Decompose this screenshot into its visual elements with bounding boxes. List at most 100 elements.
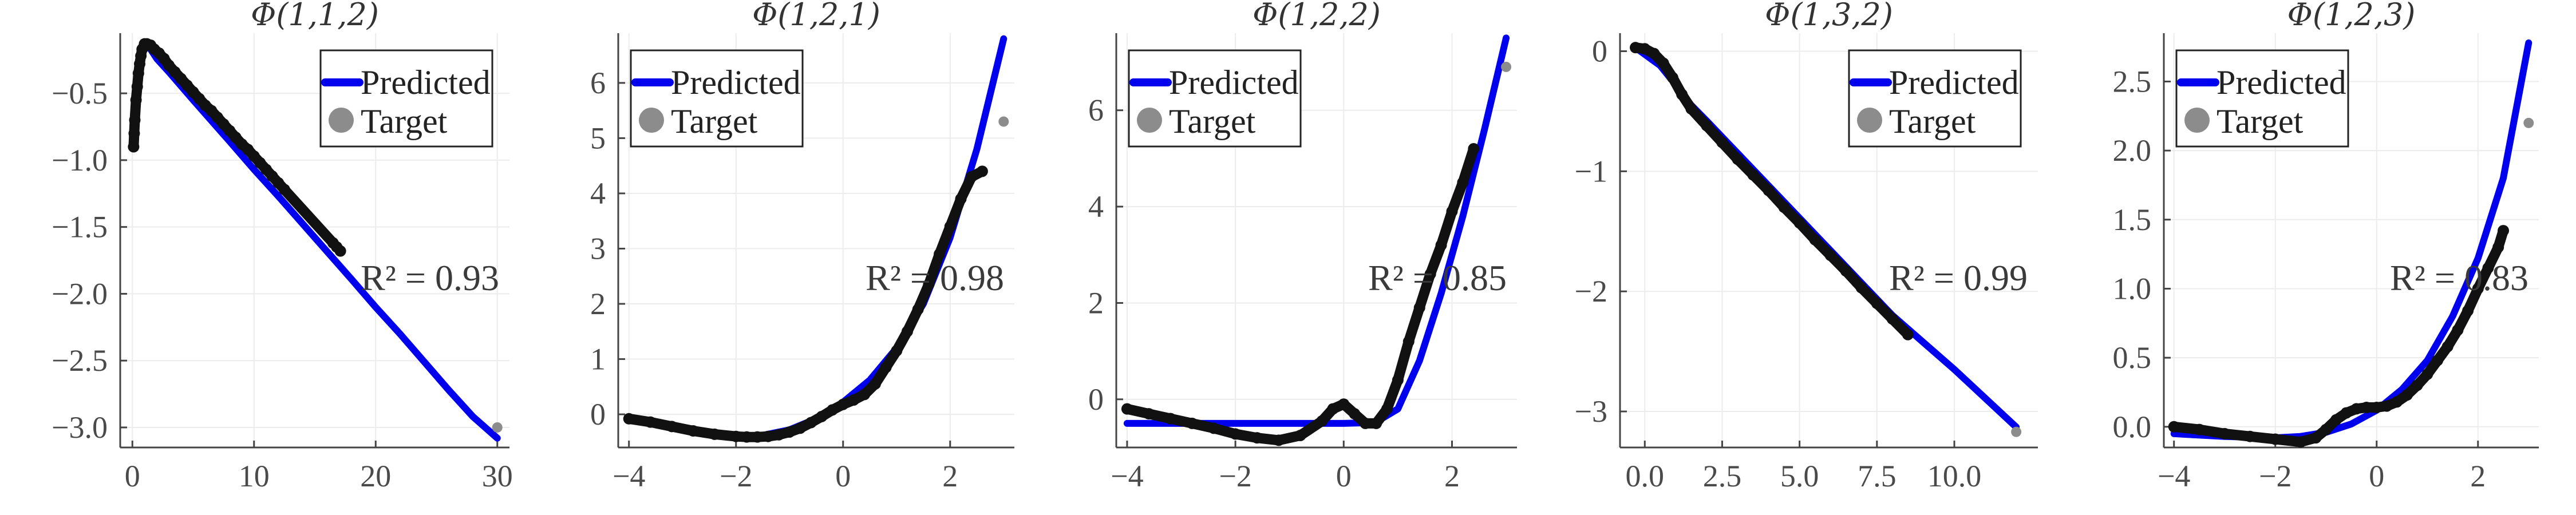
r2-annotation: R² = 0.99 (1889, 258, 2028, 298)
y-tick-label: 2.5 (2113, 64, 2152, 98)
x-tick-label: 0 (125, 459, 140, 493)
target-point (762, 430, 774, 442)
target-point (2472, 283, 2484, 295)
panel-4: 0.0 2.5 5.0 7.5 10.0 0 −1 −2 −3 Φ(1,3,2) Predicted… (1575, 0, 2038, 493)
y-tick-label: 0.0 (2113, 410, 2152, 444)
target-point (2370, 402, 2383, 414)
legend-target-swatch (639, 108, 664, 133)
y-tick-label: 3 (590, 231, 606, 266)
target-point (132, 68, 144, 80)
target-point (2340, 407, 2352, 419)
y-tick-label: −1 (1575, 154, 1607, 188)
target-point (1666, 72, 1678, 84)
target-point (923, 279, 935, 291)
target-point (848, 394, 860, 406)
y-tick-label: −2.5 (52, 343, 108, 378)
target-point (1468, 143, 1480, 155)
target-point (827, 404, 839, 416)
x-tick-label: 2 (942, 459, 958, 493)
target-point (1381, 403, 1393, 415)
x-tick-label: −4 (2158, 459, 2190, 493)
r2-annotation: R² = 0.98 (866, 258, 1004, 298)
target-point (1392, 374, 1404, 386)
target-point (752, 431, 764, 443)
target-point (128, 141, 140, 153)
x-tick-label: 20 (360, 459, 391, 493)
target-point (1657, 57, 1669, 69)
x-tick-label: 0 (835, 459, 851, 493)
target-point (1871, 298, 1883, 310)
target-point (859, 389, 871, 401)
r2-annotation: R² = 0.85 (1368, 258, 1507, 298)
y-tick-label: 2.0 (2113, 133, 2152, 168)
y-tick-label: −3 (1575, 394, 1607, 429)
target-point (2401, 389, 2413, 401)
target-point (837, 398, 849, 410)
y-tick-label: −3.0 (52, 410, 108, 445)
target-point (901, 326, 913, 338)
target-point (1273, 434, 1285, 446)
target-point (730, 430, 742, 442)
target-point (2452, 324, 2464, 336)
target-point (2168, 421, 2180, 433)
y-tick-label: 0 (1592, 34, 1607, 68)
legend-predicted-label: Predicted (671, 64, 801, 101)
target-point (976, 165, 988, 177)
y-tick-label: −2 (1575, 274, 1607, 308)
target-point (1143, 408, 1155, 420)
y-tick-label: 6 (590, 66, 606, 100)
x-tick-label: 5.0 (1780, 459, 1819, 493)
target-point (2361, 402, 2373, 414)
target-point (129, 114, 141, 126)
legend-predicted-label: Predicted (2217, 64, 2346, 101)
target-point (2310, 432, 2322, 444)
y-tick-label: 5 (590, 121, 606, 155)
target-point (278, 184, 290, 196)
target-outlier-point (2011, 426, 2022, 437)
target-point (2482, 262, 2494, 274)
target-point (912, 303, 924, 315)
target-point (2391, 396, 2403, 408)
legend-box (630, 49, 804, 148)
legend-target-swatch (1857, 108, 1882, 133)
target-point (2462, 305, 2474, 317)
target-point (1855, 282, 1867, 294)
target-point (1338, 398, 1350, 410)
target-outlier-point (998, 116, 1009, 127)
target-point (1294, 429, 1306, 441)
target-outlier-point (2523, 117, 2534, 128)
legend-target-swatch (2184, 108, 2210, 133)
target-point (1778, 201, 1790, 213)
panel-title: Φ(1,3,2) (1765, 0, 1893, 33)
target-point (1701, 120, 1713, 132)
target-point (2498, 225, 2510, 237)
target-point (1685, 103, 1697, 115)
target-point (1902, 328, 1914, 340)
target-point (1164, 413, 1176, 425)
target-point (709, 428, 721, 440)
y-tick-label: 1.0 (2113, 271, 2152, 306)
x-tick-label: 10 (239, 459, 270, 493)
target-point (2441, 340, 2453, 352)
target-point (334, 245, 346, 257)
y-tick-label: 0 (1088, 382, 1104, 417)
target-point (2411, 379, 2423, 391)
target-point (1435, 239, 1447, 251)
target-point (2269, 433, 2281, 445)
target-point (1446, 205, 1458, 217)
y-tick-label: −2.0 (52, 276, 108, 311)
target-point (880, 362, 892, 374)
target-point (1316, 415, 1328, 427)
target-point (2330, 414, 2342, 426)
x-tick-label: 0 (1336, 459, 1352, 493)
target-point (2193, 423, 2205, 435)
y-tick-label: −0.5 (52, 76, 108, 110)
r2-annotation: R² = 0.93 (361, 258, 499, 298)
panel-5: −4 −2 0 2 0.0 0.5 1.0 1.5 2.0 2.5 Φ(1,2,3) Predicte… (2113, 0, 2539, 493)
panel-title: Φ(1,1,2) (251, 0, 379, 33)
target-point (128, 128, 140, 140)
